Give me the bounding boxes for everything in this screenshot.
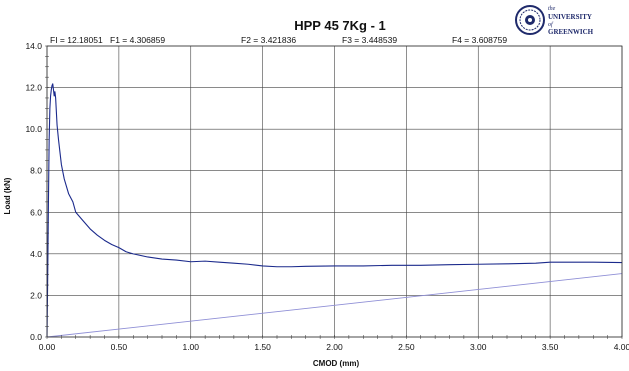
university-logo: the UNIVERSITY of GREENWICH [515,5,594,36]
x-tick-label: 3.50 [542,342,559,352]
annotation-value: F3 = 3.448539 [342,35,397,45]
annotation-value: F1 = 4.306859 [110,35,165,45]
series-line [46,83,623,338]
logo-the: the [548,6,556,12]
grid [46,45,623,338]
annotation-value: FI = 12.18051 [50,35,103,45]
logo-greenwich: GREENWICH [548,28,594,36]
y-tick-label: 0.0 [30,332,42,342]
series-line [46,273,623,338]
x-tick-label: 3.00 [470,342,487,352]
x-tick-label: 1.50 [254,342,271,352]
logo-of: of [548,21,554,28]
x-tick-label: 2.00 [326,342,343,352]
logo-university: UNIVERSITY [548,13,592,21]
y-axis-label: Load (kN) [3,177,12,214]
x-axis-label: CMOD (mm) [313,359,360,368]
x-tick-label: 4.00 [614,342,629,352]
y-tick-label: 14.0 [25,41,42,51]
y-tick-label: 8.0 [30,166,42,176]
x-tick-label: 0.00 [39,342,56,352]
y-tick-label: 12.0 [25,83,42,93]
annotation-value: F2 = 3.421836 [241,35,296,45]
y-tick-label: 4.0 [30,249,42,259]
series-group [46,83,623,338]
x-tick-label: 0.50 [111,342,128,352]
x-tick-label: 2.50 [398,342,415,352]
annotation-values: FI = 12.18051 F1 = 4.306859 F2 = 3.421836 F… [50,35,507,45]
annotation-value: F4 = 3.608759 [452,35,507,45]
axes [45,45,623,339]
x-tick-label: 1.00 [182,342,199,352]
chart-title: HPP 45 7Kg - 1 [294,18,386,33]
y-tick-label: 6.0 [30,207,42,217]
y-tick-label: 10.0 [25,124,42,134]
tick-labels: 0.00 0.50 1.00 1.50 2.00 2.50 3.00 3.50 4.00 0.0 2… [25,41,629,352]
y-tick-label: 2.0 [30,290,42,300]
